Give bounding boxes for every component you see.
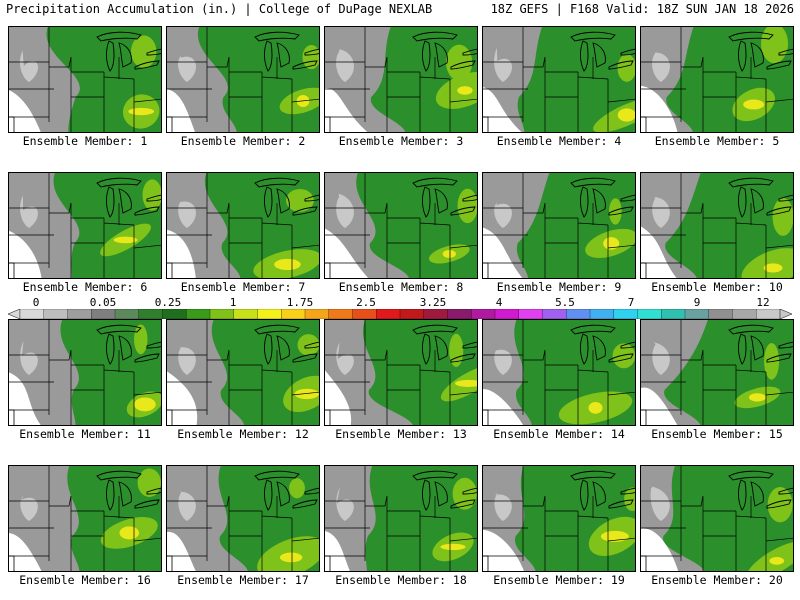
ensemble-member-map <box>8 26 162 133</box>
ensemble-member-map <box>482 172 636 279</box>
ensemble-member-label: Ensemble Member: 4 <box>496 134 622 148</box>
colorbar <box>8 309 792 319</box>
ensemble-member-map <box>640 26 794 133</box>
ensemble-member-label: Ensemble Member: 16 <box>19 573 151 587</box>
colorbar-swatch <box>423 309 448 319</box>
ensemble-member-label: Ensemble Member: 17 <box>177 573 309 587</box>
colorbar-tick-label: 2.5 <box>356 296 376 309</box>
colorbar-tick-label: 12 <box>756 296 770 309</box>
ensemble-member-map <box>324 26 478 133</box>
colorbar-tick-label: 7 <box>627 296 635 309</box>
colorbar-swatch <box>684 309 710 319</box>
ensemble-member-label: Ensemble Member: 13 <box>335 427 467 441</box>
page-title: Precipitation Accumulation (in.) | Colle… <box>6 2 433 16</box>
ensemble-member-map <box>482 26 636 133</box>
ensemble-member-map <box>8 172 162 279</box>
ensemble-member-label: Ensemble Member: 15 <box>651 427 783 441</box>
ensemble-member-map <box>640 319 794 426</box>
colorbar-swatch <box>542 309 567 319</box>
ensemble-member-label: Ensemble Member: 14 <box>493 427 625 441</box>
colorbar-swatch <box>613 309 638 319</box>
ensemble-member-map <box>8 319 162 426</box>
colorbar-swatch <box>589 309 615 319</box>
colorbar-swatch <box>661 309 686 319</box>
colorbar-swatch <box>138 309 163 319</box>
model-run-info: 18Z GEFS | F168 Valid: 18Z SUN JAN 18 20… <box>490 2 794 16</box>
ensemble-member-map <box>324 319 478 426</box>
ensemble-member-map <box>166 26 320 133</box>
colorbar-swatch <box>471 309 496 319</box>
colorbar-swatch <box>494 309 520 319</box>
ensemble-member-label: Ensemble Member: 11 <box>19 427 151 441</box>
colorbar-swatch <box>708 309 733 319</box>
colorbar-tick-label: 1 <box>229 296 237 309</box>
colorbar-swatch <box>233 309 258 319</box>
colorbar-swatch <box>67 309 92 319</box>
colorbar-swatch <box>637 309 662 319</box>
ensemble-member-map <box>8 465 162 572</box>
ensemble-member-label: Ensemble Member: 2 <box>180 134 306 148</box>
ensemble-member-label: Ensemble Member: 18 <box>335 573 467 587</box>
colorbar-swatch <box>43 309 68 319</box>
colorbar-swatch <box>304 309 330 319</box>
ensemble-member-label: Ensemble Member: 3 <box>338 134 464 148</box>
ensemble-member-label: Ensemble Member: 6 <box>22 280 148 294</box>
colorbar-swatch <box>352 309 377 319</box>
colorbar-swatch <box>114 309 140 319</box>
ensemble-member-map <box>324 172 478 279</box>
colorbar-swatch <box>19 309 45 319</box>
colorbar-tick-label: 5.5 <box>555 296 575 309</box>
ensemble-member-label: Ensemble Member: 10 <box>651 280 783 294</box>
colorbar-swatch <box>328 309 353 319</box>
colorbar-tick-label: 0 <box>32 296 40 309</box>
ensemble-member-label: Ensemble Member: 8 <box>338 280 464 294</box>
ensemble-member-label: Ensemble Member: 19 <box>493 573 625 587</box>
ensemble-member-map <box>640 172 794 279</box>
colorbar-swatch <box>186 309 211 319</box>
ensemble-member-map <box>166 319 320 426</box>
colorbar-swatch <box>209 309 235 319</box>
ensemble-member-map <box>482 319 636 426</box>
colorbar-tick-label: 9 <box>693 296 701 309</box>
colorbar-swatch <box>447 309 472 319</box>
ensemble-member-map <box>166 465 320 572</box>
colorbar-left-arrow <box>8 309 21 319</box>
ensemble-member-label: Ensemble Member: 7 <box>180 280 306 294</box>
ensemble-member-label: Ensemble Member: 20 <box>651 573 783 587</box>
ensemble-member-map <box>640 465 794 572</box>
ensemble-member-label: Ensemble Member: 1 <box>22 134 148 148</box>
colorbar-tick-label: 0.25 <box>154 296 182 309</box>
ensemble-member-label: Ensemble Member: 5 <box>654 134 780 148</box>
colorbar-swatch <box>399 309 425 319</box>
colorbar-swatch <box>518 309 543 319</box>
colorbar-tick-label: 1.75 <box>286 296 314 309</box>
colorbar-tick-label: 0.05 <box>89 296 117 309</box>
colorbar-tick-label: 4 <box>495 296 503 309</box>
colorbar-swatch <box>566 309 591 319</box>
colorbar-right-arrow <box>779 309 792 319</box>
ensemble-member-map <box>166 172 320 279</box>
colorbar-swatch <box>281 309 306 319</box>
colorbar-tick-label: 3.25 <box>419 296 447 309</box>
ensemble-member-label: Ensemble Member: 9 <box>496 280 622 294</box>
colorbar-swatch <box>162 309 187 319</box>
ensemble-member-label: Ensemble Member: 12 <box>177 427 309 441</box>
colorbar-swatch <box>376 309 401 319</box>
ensemble-member-map <box>324 465 478 572</box>
ensemble-member-map <box>482 465 636 572</box>
colorbar-swatch <box>756 309 781 319</box>
colorbar-swatch <box>91 309 116 319</box>
colorbar-swatch <box>257 309 282 319</box>
colorbar-swatch <box>732 309 757 319</box>
